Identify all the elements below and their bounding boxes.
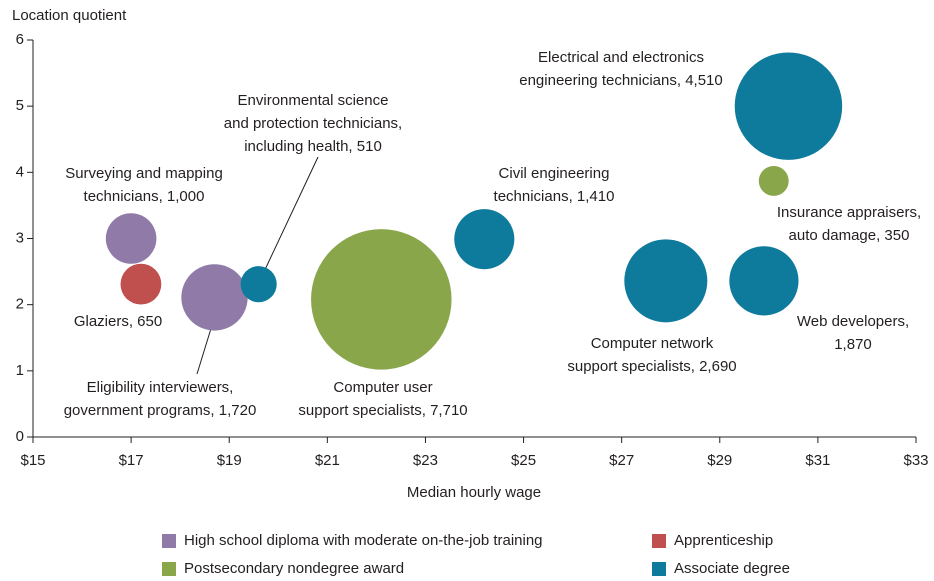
bubble-label: Insurance appraisers,: [777, 204, 921, 221]
leader-line: [196, 321, 214, 375]
legend-label: High school diploma with moderate on-the…: [184, 532, 543, 549]
legend-label: Postsecondary nondegree award: [184, 560, 404, 577]
y-tick-label: 0: [16, 428, 24, 445]
bubble: [734, 52, 843, 160]
bubble-label: Electrical and electronics: [538, 49, 704, 66]
y-tick-label: 6: [16, 31, 24, 48]
x-tick-label: $25: [511, 452, 536, 469]
bubble-label: support specialists, 2,690: [567, 358, 736, 375]
y-tick-label: 3: [16, 229, 24, 246]
legend-swatch: [162, 562, 176, 576]
bubble-label: and protection technicians,: [224, 115, 402, 132]
bubble-label: Computer user: [333, 379, 432, 396]
x-tick-label: $15: [20, 452, 45, 469]
bubble: [729, 246, 799, 316]
y-tick-label: 5: [16, 97, 24, 114]
leader-line: [261, 156, 319, 277]
bubble-label: Environmental science: [238, 92, 389, 109]
bubble: [240, 266, 277, 303]
x-tick-label: $23: [413, 452, 438, 469]
bubble-label: Computer network: [591, 335, 714, 352]
bubble-label: Web developers,: [797, 313, 909, 330]
bubble-label: Civil engineering: [499, 165, 610, 182]
x-tick-label: $19: [217, 452, 242, 469]
bubble-label: Eligibility interviewers,: [87, 379, 234, 396]
bubble: [181, 264, 248, 331]
y-axis-title: Location quotient: [12, 7, 127, 24]
bubble-label: Surveying and mapping: [65, 165, 223, 182]
bubble: [120, 263, 162, 305]
x-tick-label: $17: [119, 452, 144, 469]
bubble-label: technicians, 1,000: [84, 188, 205, 205]
legend-label: Apprenticeship: [674, 532, 773, 549]
y-tick-label: 2: [16, 296, 24, 313]
legend-swatch: [162, 534, 176, 548]
bubble-label: government programs, 1,720: [64, 402, 257, 419]
x-tick-label: $29: [707, 452, 732, 469]
bubble-label: auto damage, 350: [789, 227, 910, 244]
y-tick-label: 4: [16, 163, 24, 180]
bubble-label: support specialists, 7,710: [298, 402, 467, 419]
bubble: [454, 209, 515, 270]
legend-label: Associate degree: [674, 560, 790, 577]
bubble-label: 1,870: [834, 336, 872, 353]
x-tick-label: $31: [805, 452, 830, 469]
legend-swatch: [652, 562, 666, 576]
legend-swatch: [652, 534, 666, 548]
y-tick-label: 1: [16, 362, 24, 379]
x-tick-label: $33: [903, 452, 928, 469]
x-tick-label: $21: [315, 452, 340, 469]
bubble: [758, 165, 789, 196]
bubble-label: technicians, 1,410: [494, 188, 615, 205]
bubble-label: Glaziers, 650: [74, 313, 162, 330]
x-tick-label: $27: [609, 452, 634, 469]
bubble-label: including health, 510: [244, 138, 382, 155]
bubble-label: engineering technicians, 4,510: [519, 72, 722, 89]
bubble: [105, 213, 157, 264]
bubble: [311, 229, 452, 370]
x-axis-title: Median hourly wage: [407, 484, 541, 501]
bubble: [624, 239, 708, 323]
